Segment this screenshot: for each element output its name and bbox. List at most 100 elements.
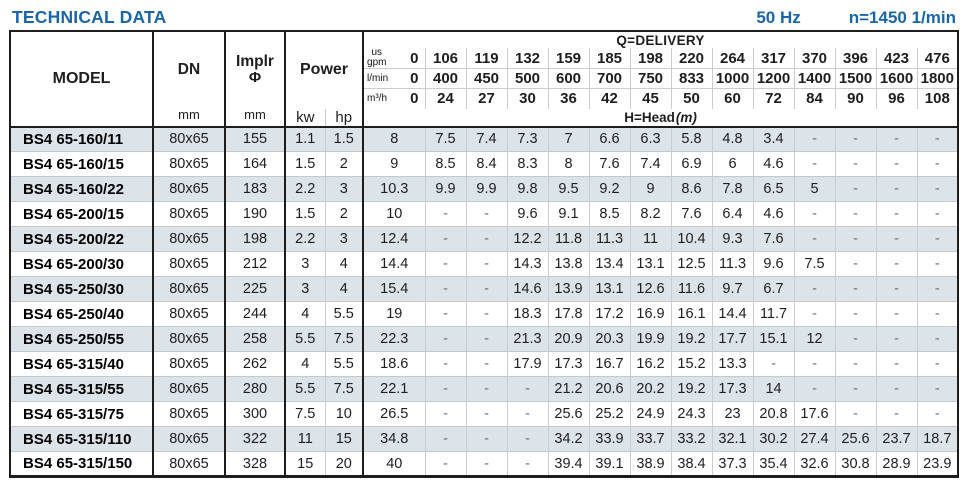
head-value-cell: - [917, 176, 959, 202]
head-value-cell: 20.3 [589, 326, 631, 352]
head-value-cell: 23 [712, 401, 754, 427]
head-value-cell: - [425, 301, 467, 327]
head-value-cell: - [466, 276, 508, 302]
model-cell: BS4 65-315/40 [10, 351, 154, 377]
table-row: BS4 65-315/55 80x65 280 5.5 7.5 22.1- - -21.2 20… [10, 376, 959, 402]
impeller-cell: 328 [225, 451, 286, 477]
head-value-cell: 10.3 [363, 176, 426, 202]
head-value-cell: - [917, 301, 959, 327]
head-value-cell: - [876, 301, 918, 327]
head-value-cell: - [917, 351, 959, 377]
hp-cell: 3 [325, 226, 365, 252]
flow-value-cell: 36 [548, 88, 590, 109]
impeller-cell: 212 [225, 251, 286, 277]
dn-cell: 80x65 [153, 151, 226, 177]
head-value-cell: - [507, 451, 549, 477]
dn-header: DN mm [153, 31, 226, 127]
model-cell: BS4 65-200/22 [10, 226, 154, 252]
impeller-label: Implr [236, 53, 274, 71]
head-value-cell: 25.2 [589, 401, 631, 427]
kw-cell: 3 [285, 251, 326, 277]
flow-value-cell: 220 [671, 48, 713, 69]
flow-value-cell: 1000 [712, 68, 754, 89]
dn-cell: 80x65 [153, 301, 226, 327]
head-value-cell: 17.6 [794, 401, 836, 427]
head-value-cell: 18.7 [917, 426, 959, 452]
dn-cell: 80x65 [153, 351, 226, 377]
head-value-cell: 11.7 [753, 301, 795, 327]
head-value-cell: 20.6 [589, 376, 631, 402]
table-row: BS4 65-160/22 80x65 183 2.2 3 10.3 9.9 9.9 9.8 9.… [10, 176, 959, 202]
kw-cell: 11 [285, 426, 326, 452]
head-value-cell: 6.6 [589, 125, 631, 152]
flow-value-cell: 750 [630, 68, 672, 89]
head-value-cell: 17.2 [589, 301, 631, 327]
head-value-cell: 6 [712, 151, 754, 177]
kw-cell: 1.5 [285, 201, 326, 227]
flow-value-cell: 400 [425, 68, 467, 89]
model-cell: BS4 65-250/30 [10, 276, 154, 302]
kw-cell: 4 [285, 351, 326, 377]
head-value-cell: 27.4 [794, 426, 836, 452]
head-value-cell: - [425, 201, 467, 227]
head-value-cell: 16.2 [630, 351, 672, 377]
head-value-cell: 15.1 [753, 326, 795, 352]
head-value-cell: 26.5 [363, 401, 426, 427]
head-value-cell: - [835, 326, 877, 352]
head-value-cell: 14.6 [507, 276, 549, 302]
head-value-cell: - [876, 276, 918, 302]
flow-value-cell: 159 [548, 48, 590, 69]
flow-row-lmin: l/min 0 400 450 500 600 700 750 833 1000 1200 1400 1… [10, 68, 959, 89]
head-value-cell: 17.8 [548, 301, 590, 327]
flow-value-cell: 1200 [753, 68, 795, 89]
impeller-cell: 322 [225, 426, 286, 452]
head-value-cell: - [425, 226, 467, 252]
dn-cell: 80x65 [153, 276, 226, 302]
flow-unit-cell: m³/h 0 [363, 88, 426, 109]
head-value-cell: - [876, 201, 918, 227]
head-value-cell: 32.6 [794, 451, 836, 477]
dn-cell: 80x65 [153, 451, 226, 477]
head-value-cell: 33.7 [630, 426, 672, 452]
head-value-cell: - [917, 401, 959, 427]
head-value-cell: 9.6 [753, 251, 795, 277]
head-value-cell: - [835, 176, 877, 202]
flow-value-cell: 1500 [835, 68, 877, 89]
table-row: BS4 65-315/40 80x65 262 4 5.5 18.6- -17.9 17.3 1… [10, 351, 959, 377]
head-value-cell: 13.1 [630, 251, 672, 277]
kw-cell: 5.5 [285, 326, 326, 352]
head-value-cell: 39.4 [548, 451, 590, 477]
head-value-cell: 34.2 [548, 426, 590, 452]
dn-cell: 80x65 [153, 226, 226, 252]
head-unit-label: (m) [675, 109, 697, 125]
head-value-cell: - [876, 125, 918, 152]
kw-cell: 2.2 [285, 226, 326, 252]
hp-cell: 1.5 [325, 125, 365, 152]
head-value-cell: 6.9 [671, 151, 713, 177]
flow-unit-cell: l/min 0 [363, 68, 426, 89]
head-value-cell: 35.4 [753, 451, 795, 477]
flow-value-cell: 370 [794, 48, 836, 69]
flow-value-cell: 500 [507, 68, 549, 89]
head-value-cell: - [835, 301, 877, 327]
hp-cell: 3 [325, 176, 365, 202]
flow-value-cell: 60 [712, 88, 754, 109]
kw-cell: 5.5 [285, 376, 326, 402]
head-value-cell: - [917, 376, 959, 402]
head-value-cell: 7.8 [712, 176, 754, 202]
head-value-cell: - [917, 326, 959, 352]
flow-value-cell: 476 [917, 48, 959, 69]
flow-value-cell: 700 [589, 68, 631, 89]
impeller-cell: 198 [225, 226, 286, 252]
head-value-cell: - [425, 251, 467, 277]
head-label: H=Head [624, 109, 675, 125]
dn-label: DN [177, 60, 201, 78]
head-value-cell: 3.4 [753, 125, 795, 152]
head-value-cell: - [753, 351, 795, 377]
model-cell: BS4 65-315/55 [10, 376, 154, 402]
head-value-cell: - [917, 201, 959, 227]
head-value-cell: 4.6 [753, 201, 795, 227]
head-value-cell: 12.5 [671, 251, 713, 277]
head-value-cell: 17.7 [712, 326, 754, 352]
dn-cell: 80x65 [153, 426, 226, 452]
